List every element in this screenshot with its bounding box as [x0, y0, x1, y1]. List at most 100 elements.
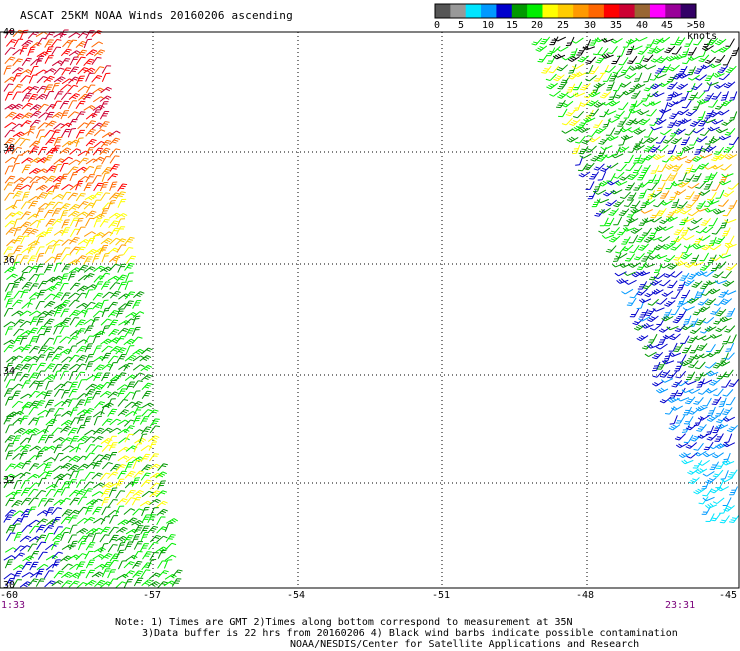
wind-barb — [615, 244, 625, 255]
wind-barb — [116, 478, 124, 490]
wind-barb — [37, 218, 45, 230]
wind-barb — [684, 414, 693, 425]
wind-barb — [86, 541, 95, 552]
wind-barb — [664, 253, 675, 264]
wind-barb — [659, 34, 670, 44]
wind-barb — [599, 205, 610, 214]
wind-barb — [77, 225, 86, 237]
wind-barb — [546, 71, 557, 82]
wind-barb — [61, 462, 72, 472]
wind-barb — [717, 369, 727, 380]
wind-barb — [22, 191, 30, 203]
wind-barb — [720, 513, 730, 524]
wind-barb — [6, 423, 14, 435]
wind-barb — [84, 324, 93, 335]
wind-barb — [28, 427, 39, 436]
wind-barb — [589, 35, 598, 47]
wind-barb — [561, 73, 570, 84]
wind-barb — [12, 66, 23, 76]
wind-barb — [22, 379, 31, 391]
wind-barb — [148, 558, 156, 570]
color-scale-label: 5 — [458, 20, 464, 31]
wind-barb — [710, 305, 720, 316]
wind-barb — [660, 394, 671, 404]
wind-barb — [568, 63, 576, 75]
color-scale-swatch — [635, 4, 651, 18]
color-scale-label: 25 — [557, 20, 569, 31]
wind-barb — [712, 181, 721, 193]
wind-barb — [53, 182, 61, 194]
color-scale-swatch — [496, 4, 512, 18]
wind-barb — [700, 126, 710, 137]
wind-barb — [70, 55, 78, 67]
wind-barb — [715, 432, 724, 444]
wind-barb — [118, 408, 129, 418]
map-title: ASCAT 25KM NOAA Winds 20160206 ascending — [20, 9, 293, 22]
wind-barb — [109, 427, 120, 436]
color-scale-swatch — [665, 4, 681, 18]
wind-barb — [45, 67, 56, 76]
wind-barb — [54, 478, 63, 490]
wind-barb — [142, 578, 153, 588]
wind-barb — [703, 396, 712, 408]
color-scale-swatch — [573, 4, 589, 18]
wind-barb — [617, 46, 625, 58]
wind-barb — [723, 387, 733, 398]
wind-barb — [125, 354, 136, 364]
wind-barb — [729, 513, 739, 524]
color-scale-label: 0 — [434, 20, 440, 31]
wind-barb — [44, 75, 55, 85]
wind-barb — [60, 147, 71, 157]
wind-barb — [593, 118, 602, 129]
wind-barb — [606, 243, 616, 254]
wind-barb — [22, 57, 32, 68]
wind-barb — [647, 189, 655, 201]
wind-barb — [6, 395, 14, 407]
wind-barb — [61, 307, 70, 319]
wind-barb — [62, 78, 73, 87]
wind-barb — [101, 515, 110, 527]
wind-barb — [647, 244, 657, 255]
wind-barb — [605, 107, 617, 115]
wind-barb — [651, 163, 659, 175]
wind-barb — [609, 206, 619, 217]
wind-barb — [148, 435, 159, 445]
wind-barb — [125, 236, 135, 247]
wind-barb — [588, 189, 596, 201]
wind-barb — [629, 243, 639, 254]
wind-barb — [646, 106, 656, 117]
wind-barb — [84, 516, 95, 526]
wind-barb — [723, 367, 733, 378]
wind-barb — [664, 268, 675, 278]
wind-barb — [118, 198, 126, 210]
wind-barb — [93, 517, 104, 526]
wind-barb — [78, 378, 86, 390]
wind-barb — [6, 497, 15, 509]
wind-barb — [61, 436, 72, 446]
wind-barb — [94, 164, 102, 176]
wind-barb — [650, 71, 660, 82]
wind-barb — [21, 175, 32, 185]
wind-barb — [706, 342, 715, 353]
wind-barb — [681, 225, 689, 237]
wind-barb — [653, 89, 665, 97]
wind-barb — [102, 417, 112, 428]
wind-barb — [36, 245, 44, 257]
wind-barb — [644, 62, 656, 70]
wind-barb — [110, 181, 118, 193]
wind-barb — [150, 472, 161, 482]
wind-barb — [675, 369, 685, 380]
wind-barb — [688, 45, 697, 57]
color-scale-label: 40 — [636, 20, 648, 31]
wind-barb — [110, 154, 119, 165]
wind-barb — [29, 481, 39, 492]
wind-barb — [62, 253, 72, 264]
wind-barb — [132, 326, 140, 338]
wind-barb — [86, 353, 94, 365]
wind-barb — [5, 325, 13, 337]
wind-barb — [141, 531, 149, 543]
wind-barb — [133, 299, 142, 311]
wind-barb — [86, 217, 95, 229]
wind-barb — [36, 69, 47, 78]
